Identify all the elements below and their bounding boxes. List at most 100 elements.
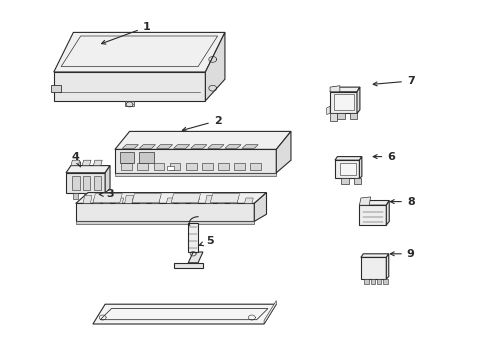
Polygon shape	[334, 157, 361, 160]
Polygon shape	[66, 173, 105, 193]
Polygon shape	[153, 163, 164, 170]
Polygon shape	[93, 304, 276, 324]
Polygon shape	[83, 176, 90, 190]
Polygon shape	[84, 193, 89, 199]
Polygon shape	[329, 87, 359, 92]
Polygon shape	[132, 194, 161, 203]
Polygon shape	[105, 166, 110, 193]
Polygon shape	[185, 163, 196, 170]
Polygon shape	[166, 198, 175, 203]
Polygon shape	[360, 257, 386, 279]
Polygon shape	[139, 152, 154, 163]
Polygon shape	[171, 194, 200, 203]
Polygon shape	[218, 163, 228, 170]
Text: 5: 5	[199, 236, 214, 246]
Polygon shape	[124, 195, 133, 203]
Polygon shape	[71, 160, 80, 166]
Text: 8: 8	[389, 197, 414, 207]
Polygon shape	[76, 221, 254, 224]
Polygon shape	[188, 252, 203, 263]
Polygon shape	[66, 166, 110, 173]
Polygon shape	[169, 163, 180, 170]
Polygon shape	[386, 201, 388, 225]
Polygon shape	[383, 279, 387, 284]
Polygon shape	[224, 145, 241, 148]
Polygon shape	[254, 193, 266, 221]
Polygon shape	[326, 106, 329, 114]
Text: 9: 9	[389, 249, 414, 259]
Polygon shape	[124, 101, 134, 106]
Text: 2: 2	[182, 116, 221, 131]
Polygon shape	[167, 166, 174, 170]
Polygon shape	[115, 149, 276, 173]
Polygon shape	[102, 195, 111, 203]
Polygon shape	[386, 254, 388, 279]
Polygon shape	[115, 173, 276, 176]
Polygon shape	[190, 198, 199, 203]
Polygon shape	[370, 279, 374, 284]
Polygon shape	[250, 163, 261, 170]
Polygon shape	[121, 163, 132, 170]
Polygon shape	[178, 195, 187, 203]
Polygon shape	[333, 94, 353, 110]
Polygon shape	[188, 223, 198, 252]
Polygon shape	[376, 279, 381, 284]
Polygon shape	[207, 145, 224, 148]
Polygon shape	[360, 254, 388, 257]
Polygon shape	[276, 131, 290, 173]
Polygon shape	[139, 198, 148, 203]
Polygon shape	[359, 201, 388, 205]
Polygon shape	[51, 85, 61, 92]
Polygon shape	[82, 160, 91, 166]
Polygon shape	[364, 279, 368, 284]
Polygon shape	[359, 197, 370, 205]
Polygon shape	[329, 113, 337, 121]
Text: 1: 1	[102, 22, 150, 44]
Polygon shape	[359, 157, 361, 178]
Text: 4: 4	[72, 152, 81, 167]
Polygon shape	[93, 194, 122, 203]
Polygon shape	[54, 72, 205, 101]
Polygon shape	[329, 92, 356, 113]
Polygon shape	[353, 178, 360, 184]
Polygon shape	[202, 163, 212, 170]
Polygon shape	[93, 198, 102, 203]
Polygon shape	[359, 205, 386, 225]
Polygon shape	[356, 87, 359, 113]
Polygon shape	[329, 86, 339, 92]
Polygon shape	[339, 163, 355, 175]
Text: 6: 6	[372, 152, 394, 162]
Polygon shape	[264, 301, 276, 324]
Polygon shape	[76, 193, 266, 203]
Polygon shape	[190, 145, 206, 148]
Polygon shape	[139, 145, 155, 148]
Polygon shape	[95, 193, 100, 199]
Polygon shape	[173, 145, 189, 148]
Polygon shape	[210, 194, 239, 203]
Polygon shape	[217, 198, 226, 203]
Polygon shape	[151, 195, 160, 203]
Polygon shape	[115, 131, 290, 149]
Polygon shape	[349, 113, 357, 119]
Polygon shape	[73, 193, 78, 199]
Polygon shape	[137, 163, 148, 170]
Polygon shape	[54, 32, 224, 72]
Text: 7: 7	[372, 76, 414, 86]
Polygon shape	[120, 152, 134, 163]
Polygon shape	[76, 203, 254, 221]
Polygon shape	[205, 32, 224, 101]
Polygon shape	[72, 176, 80, 190]
Polygon shape	[122, 145, 138, 148]
Polygon shape	[337, 113, 345, 119]
Polygon shape	[234, 163, 244, 170]
Polygon shape	[205, 195, 214, 203]
Polygon shape	[156, 145, 172, 148]
Polygon shape	[242, 145, 258, 148]
Polygon shape	[94, 176, 101, 190]
Text: 3: 3	[99, 189, 114, 199]
Polygon shape	[244, 198, 253, 203]
Polygon shape	[334, 160, 359, 178]
Polygon shape	[93, 160, 102, 166]
Polygon shape	[173, 263, 203, 268]
Polygon shape	[83, 195, 92, 203]
